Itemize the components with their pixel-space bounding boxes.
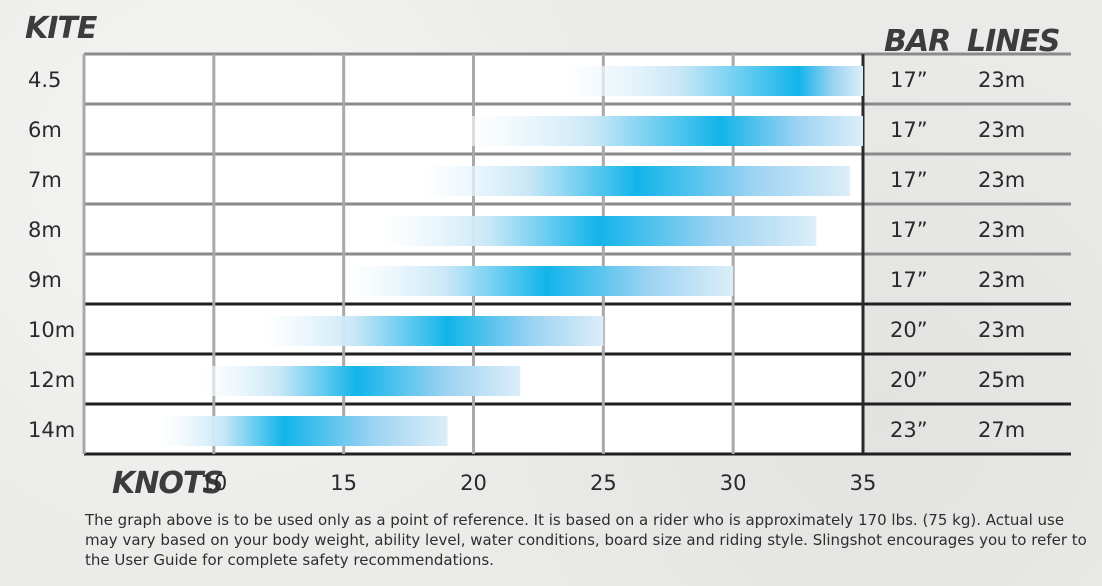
line-length-label: 23m [978, 168, 1025, 192]
kite-size-label: 10m [28, 318, 75, 342]
x-tick-label: 20 [460, 471, 487, 495]
line-length-label: 23m [978, 318, 1025, 342]
x-tick-label: 10 [200, 471, 227, 495]
line-length-label: 23m [978, 68, 1025, 92]
bar-size-label: 23” [890, 418, 928, 442]
x-tick-labels: 10 15 20 25 30 35 [200, 471, 876, 495]
x-tick-label: 30 [720, 471, 747, 495]
bar-size-label: 17” [890, 218, 928, 242]
bar-size-label: 17” [890, 68, 928, 92]
kite-size-label: 4.5 [28, 68, 61, 92]
x-tick-label: 25 [590, 471, 617, 495]
wind-range-bar [382, 216, 817, 246]
kite-size-label: 7m [28, 168, 62, 192]
line-length-label: 23m [978, 268, 1025, 292]
kite-size-label: 9m [28, 268, 62, 292]
wind-range-bar [263, 316, 604, 346]
line-length-label: 25m [978, 368, 1025, 392]
wind-range-bar [468, 116, 863, 146]
kite-axis-label: KITE [25, 11, 98, 46]
bar-size-label: 20” [890, 318, 928, 342]
line-length-label: 23m [978, 218, 1025, 242]
wind-range-bar [348, 266, 734, 296]
kite-size-label: 6m [28, 118, 62, 142]
wind-range-bars [161, 66, 863, 446]
knots-axis-label: KNOTS [112, 466, 223, 501]
bar-size-label: 17” [890, 268, 928, 292]
wind-range-bar [203, 366, 521, 396]
bar-size-label: 17” [890, 118, 928, 142]
footnote-text: The graph above is to be used only as a … [85, 511, 1087, 569]
line-length-label: 27m [978, 418, 1025, 442]
kite-size-label: 8m [28, 218, 62, 242]
bar-size-label: 20” [890, 368, 928, 392]
kite-size-label: 12m [28, 368, 75, 392]
x-tick-label: 15 [330, 471, 357, 495]
line-length-label: 23m [978, 118, 1025, 142]
x-tick-label: 35 [850, 471, 877, 495]
bar-size-label: 17” [890, 168, 928, 192]
wind-range-bar [161, 416, 448, 446]
row-labels: 4.5 17” 23m 6m 17” 23m 7m 17” 23m 8m 17” 23m 9m 17” 23… [28, 68, 1025, 442]
kite-size-label: 14m [28, 418, 75, 442]
wind-range-bar [421, 166, 851, 196]
wind-range-bar [564, 66, 863, 96]
